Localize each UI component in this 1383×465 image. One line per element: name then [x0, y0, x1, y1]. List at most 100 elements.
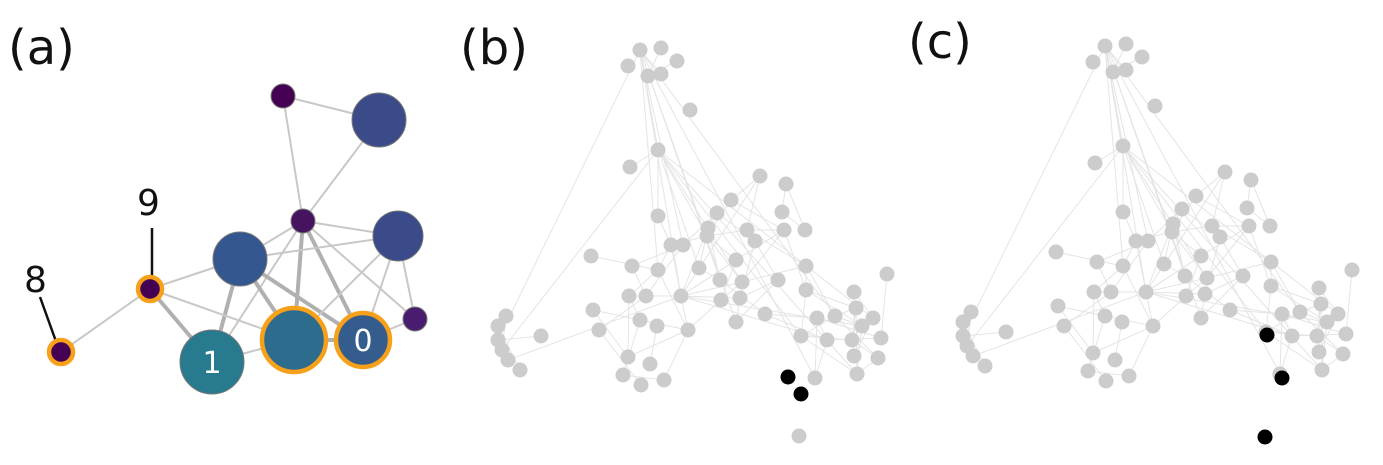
- network-node: [1165, 216, 1181, 232]
- edge: [856, 325, 863, 375]
- network-node: [734, 274, 750, 290]
- network-node: [624, 258, 640, 274]
- edge: [1092, 325, 1154, 354]
- node-right-small-circle: [402, 306, 428, 332]
- network-node: [622, 159, 638, 175]
- network-node: [963, 304, 979, 320]
- network-node: [1274, 306, 1290, 322]
- network-node: [1115, 204, 1131, 220]
- edge: [657, 269, 689, 331]
- panel-b-label: (b): [460, 20, 528, 76]
- network-node: [1199, 270, 1215, 286]
- edge: [680, 259, 737, 297]
- network-node: [739, 222, 755, 238]
- node-n-mid: [259, 305, 329, 375]
- network-node: [1311, 344, 1327, 360]
- network-node: [700, 220, 716, 236]
- network-node: [620, 58, 636, 74]
- network-node: [879, 266, 895, 282]
- node-right-mid-circle: [372, 210, 424, 262]
- network-node: [1239, 200, 1255, 216]
- edge: [657, 149, 708, 237]
- panel-a-nodes: 10: [46, 83, 428, 395]
- edge: [816, 317, 882, 339]
- selected-node: [793, 386, 809, 402]
- network-node: [1197, 286, 1213, 302]
- network-node: [1087, 155, 1103, 171]
- network-node: [1156, 256, 1172, 272]
- network-node: [798, 258, 814, 274]
- edge: [1145, 277, 1208, 293]
- network-node: [512, 362, 528, 378]
- selected-node: [1257, 429, 1273, 445]
- edge: [1270, 285, 1328, 323]
- node-n8-circle: [46, 337, 76, 367]
- panel-b-nodes: [490, 40, 895, 444]
- network-node: [1128, 233, 1144, 249]
- edge: [805, 289, 857, 309]
- network-node: [1344, 262, 1360, 278]
- network-node: [1177, 268, 1193, 284]
- edge: [1122, 145, 1267, 333]
- network-node: [747, 233, 763, 249]
- network-node: [1138, 284, 1154, 300]
- network-node: [776, 222, 792, 238]
- network-node: [977, 358, 993, 374]
- network-node: [649, 318, 665, 334]
- network-node: [1121, 368, 1137, 384]
- network-node: [757, 306, 773, 322]
- network-node: [752, 168, 768, 184]
- network-node: [1338, 326, 1354, 342]
- network-node: [770, 272, 786, 288]
- network-node: [955, 314, 971, 330]
- network-node: [1314, 362, 1330, 378]
- edge: [1122, 265, 1154, 327]
- network-node: [583, 248, 599, 264]
- network-node: [1089, 254, 1105, 270]
- edge: [1248, 225, 1272, 287]
- edge: [657, 149, 743, 283]
- network-node: [1193, 248, 1209, 264]
- edge: [1104, 45, 1124, 147]
- network-node: [809, 310, 825, 326]
- edge: [657, 149, 802, 337]
- network-node: [1262, 218, 1278, 234]
- network-node: [870, 350, 886, 366]
- edge: [592, 309, 629, 358]
- network-node: [965, 348, 981, 364]
- network-node: [728, 314, 744, 330]
- network-node: [1097, 38, 1113, 54]
- network-node: [669, 53, 685, 69]
- edge: [639, 49, 682, 297]
- edge: [741, 229, 785, 283]
- edge: [805, 265, 836, 317]
- edge: [1122, 145, 1208, 279]
- network-node: [1050, 298, 1066, 314]
- network-node: [498, 308, 514, 324]
- network-node: [1335, 346, 1351, 362]
- node-top-small: [270, 83, 296, 109]
- network-node: [640, 68, 656, 84]
- network-node: [1080, 363, 1096, 379]
- network-node: [1188, 188, 1204, 204]
- network-node: [846, 284, 862, 300]
- edge: [627, 295, 630, 358]
- edge: [497, 49, 641, 341]
- node-right-small: [402, 306, 428, 332]
- node-n9-circle: [135, 274, 165, 304]
- network-node: [1212, 229, 1228, 245]
- edge: [1104, 45, 1147, 293]
- edge: [1171, 231, 1208, 279]
- edge: [1104, 45, 1281, 375]
- network-node: [585, 302, 601, 318]
- edge: [657, 149, 874, 319]
- node-center-circle: [212, 231, 268, 287]
- network-node: [1241, 218, 1257, 234]
- edge: [1122, 145, 1173, 233]
- edge: [627, 329, 689, 358]
- edge: [1145, 291, 1206, 295]
- network-node: [1309, 328, 1325, 344]
- network-node: [650, 208, 666, 224]
- edge: [1057, 305, 1106, 317]
- node-n0-circle: [333, 310, 393, 370]
